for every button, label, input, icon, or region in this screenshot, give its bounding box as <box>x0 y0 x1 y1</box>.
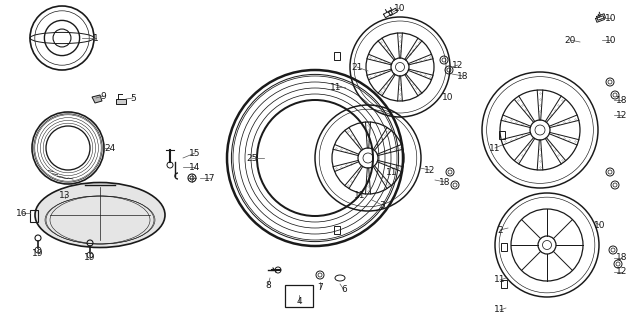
Bar <box>334 52 340 60</box>
Bar <box>501 280 507 288</box>
Text: 13: 13 <box>60 190 71 199</box>
Text: 3: 3 <box>379 201 385 210</box>
Text: 18: 18 <box>616 253 628 262</box>
Text: 18: 18 <box>439 178 451 187</box>
Text: 25: 25 <box>246 154 258 163</box>
Text: 19: 19 <box>32 250 44 259</box>
Text: 1: 1 <box>93 34 99 43</box>
Bar <box>116 99 126 104</box>
Text: 15: 15 <box>189 148 201 157</box>
Text: 12: 12 <box>616 268 628 276</box>
Polygon shape <box>92 95 102 103</box>
Text: 7: 7 <box>317 284 323 292</box>
Text: 2: 2 <box>497 226 503 235</box>
Text: 11: 11 <box>387 167 397 177</box>
Text: 11: 11 <box>489 143 500 153</box>
Bar <box>30 210 38 222</box>
Text: 14: 14 <box>189 163 201 172</box>
Bar <box>285 285 313 307</box>
Bar <box>499 131 505 139</box>
Text: 8: 8 <box>265 281 271 290</box>
Text: 12: 12 <box>452 60 464 69</box>
Text: 17: 17 <box>204 173 216 182</box>
Text: 10: 10 <box>595 220 605 229</box>
Bar <box>334 226 340 234</box>
Text: 18: 18 <box>616 95 628 105</box>
Text: 20: 20 <box>564 36 576 44</box>
Text: 16: 16 <box>16 209 28 218</box>
Text: 10: 10 <box>394 4 406 12</box>
Text: 9: 9 <box>100 92 106 100</box>
Text: 10: 10 <box>442 92 454 101</box>
Bar <box>501 243 507 251</box>
Text: 10: 10 <box>605 13 617 22</box>
Text: 11: 11 <box>494 306 506 315</box>
Ellipse shape <box>35 182 165 247</box>
Text: 11: 11 <box>494 276 506 284</box>
Text: 11: 11 <box>355 190 365 199</box>
Text: 12: 12 <box>424 165 436 174</box>
Text: 12: 12 <box>616 110 628 119</box>
Text: 18: 18 <box>457 71 468 81</box>
Text: 19: 19 <box>84 253 96 262</box>
Text: 5: 5 <box>130 93 136 102</box>
Text: 6: 6 <box>341 285 347 294</box>
Text: 11: 11 <box>330 83 342 92</box>
Text: 24: 24 <box>104 143 116 153</box>
Text: 4: 4 <box>296 298 302 307</box>
Text: 21: 21 <box>351 62 363 71</box>
Text: 10: 10 <box>605 36 617 44</box>
